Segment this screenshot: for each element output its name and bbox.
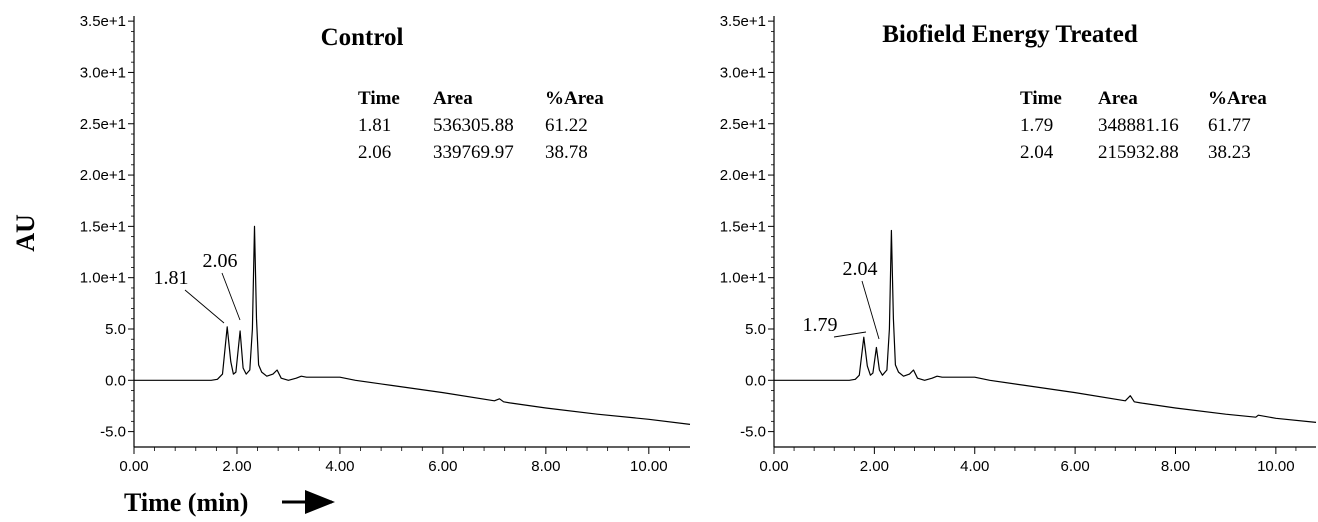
x-tick-label: 6.00 — [428, 458, 457, 475]
table-cell: 348881.16 — [1098, 115, 1179, 136]
y-tick-label: 5.0 — [105, 321, 126, 338]
x-tick-label: 8.00 — [1161, 458, 1190, 475]
y-tick-label: 3.5e+1 — [720, 13, 766, 30]
x-tick-label: 2.00 — [860, 458, 889, 475]
table-cell: 215932.88 — [1098, 142, 1179, 163]
y-tick-label: 2.0e+1 — [80, 167, 126, 184]
table-header: Area — [433, 88, 473, 109]
table-header: Time — [358, 88, 400, 109]
peak-leader-line — [861, 280, 880, 340]
x-tick-label: 8.00 — [531, 458, 560, 475]
y-tick-label: -5.0 — [100, 424, 126, 441]
x-tick-label: 0.00 — [759, 458, 788, 475]
y-tick-label: 3.0e+1 — [720, 64, 766, 81]
chart-title: Biofield Energy Treated — [882, 21, 1138, 48]
table-cell: 61.22 — [545, 115, 588, 136]
table-header: Area — [1098, 88, 1138, 109]
x-tick-label: 10.00 — [630, 458, 668, 475]
peak-label: 1.79 — [803, 314, 838, 336]
peak-label: 1.81 — [154, 267, 189, 289]
x-tick-label: 0.00 — [119, 458, 148, 475]
chart-title: Control — [321, 24, 404, 51]
x-axis-label: Time (min) — [124, 488, 248, 517]
table-cell: 339769.97 — [433, 142, 514, 163]
x-tick-label: 2.00 — [222, 458, 251, 475]
x-tick-label: 4.00 — [960, 458, 989, 475]
table-header: %Area — [1208, 88, 1267, 109]
table-cell: 38.78 — [545, 142, 588, 163]
chromatogram-trace — [774, 229, 1317, 423]
y-tick-label: 2.5e+1 — [80, 116, 126, 133]
x-tick-label: 6.00 — [1061, 458, 1090, 475]
table-cell: 38.23 — [1208, 142, 1251, 163]
table-header: %Area — [545, 88, 604, 109]
y-tick-label: 2.0e+1 — [720, 167, 766, 184]
control-chart: -5.0 0.0 5.0 1.0e+1 1.5e+1 2.0e+1 2.5e+1 3.0e+1… — [80, 13, 691, 475]
y-tick-label: 3.0e+1 — [80, 64, 126, 81]
table-cell: 1.81 — [358, 115, 391, 136]
peak-leader-line — [184, 289, 225, 324]
table-cell: 536305.88 — [433, 115, 514, 136]
y-tick-label: -5.0 — [740, 424, 766, 441]
y-tick-label: 2.5e+1 — [720, 116, 766, 133]
y-tick-label: 3.5e+1 — [80, 13, 126, 30]
table-cell: 1.79 — [1020, 115, 1053, 136]
y-tick-label: 1.5e+1 — [80, 218, 126, 235]
y-tick-label: 1.5e+1 — [720, 218, 766, 235]
y-axis-label: AU — [11, 214, 40, 252]
y-tick-label: 0.0 — [745, 372, 766, 389]
y-tick-label: 5.0 — [745, 321, 766, 338]
peak-label: 2.04 — [843, 258, 878, 280]
y-tick-label: 1.0e+1 — [80, 270, 126, 287]
table-cell: 61.77 — [1208, 115, 1251, 136]
chromatogram-trace — [134, 225, 691, 425]
x-tick-label: 10.00 — [1257, 458, 1295, 475]
peak-label: 2.06 — [203, 250, 238, 272]
peak-leader-line — [833, 331, 867, 338]
y-tick-label: 1.0e+1 — [720, 270, 766, 287]
table-header: Time — [1020, 88, 1062, 109]
peak-leader-line — [221, 272, 241, 321]
x-tick-label: 4.00 — [325, 458, 354, 475]
y-tick-label: 0.0 — [105, 372, 126, 389]
treated-chart: -5.0 0.0 5.0 1.0e+1 1.5e+1 2.0e+1 2.5e+1 3.0e+1… — [720, 13, 1317, 475]
table-cell: 2.06 — [358, 142, 391, 163]
table-cell: 2.04 — [1020, 142, 1054, 163]
